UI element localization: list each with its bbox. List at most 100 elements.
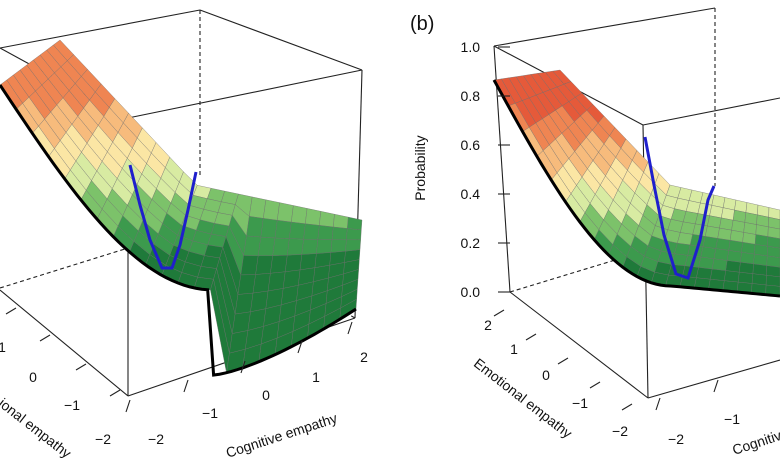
tick-mark [240,360,246,374]
surface-facet [727,250,742,263]
tick-label: 0 [542,367,550,383]
tick-label: −2 [668,431,684,447]
blue-curve [643,136,716,280]
surface-facet [272,237,290,256]
tick-mark [125,399,131,413]
surface-facet [728,240,743,253]
tick-label: 0.2 [461,235,481,251]
tick-label: 0.0 [461,284,481,300]
x-axis-label: Cognitive [730,425,780,458]
surface-facet [715,238,731,251]
surface-facet [677,232,693,246]
surface-facet [740,252,755,265]
surface-facet [260,218,278,239]
surface-facet [753,253,768,266]
surface-facet [237,274,256,295]
z-axis-label: Probability [412,135,428,200]
surface-facet [299,253,317,271]
tick-mark [713,379,719,393]
box-edge [493,7,716,47]
tick-mark [493,309,505,317]
box-edge [0,289,129,397]
tick-label: −2 [148,431,164,447]
surface-facet [738,272,754,284]
surface-facet [725,260,741,273]
tick-label: −2 [612,423,628,439]
tick-label: −1 [724,411,740,427]
box-edge [127,69,363,119]
surface-facet [700,246,717,259]
tick-label: −1 [202,405,218,421]
black-curve [0,84,357,377]
surface-facet [303,223,320,240]
surface-facet [696,267,713,280]
surface-facet [674,243,691,256]
surface-facet [267,271,286,292]
surface-facet [284,254,302,273]
surface-b [492,69,780,298]
black-curve [492,79,780,298]
tick-mark [297,340,303,354]
tick-label: −1 [64,397,80,413]
surface-facet [291,205,308,224]
surface-facet [252,273,271,294]
tick-label: −1 [572,395,588,411]
surface-facet [317,225,334,240]
box-edge [647,359,780,399]
surface-facet [255,255,273,275]
surface-facet [277,202,294,223]
box-edge [642,97,780,126]
surface-facet [243,235,261,256]
surface-facet [333,213,349,229]
surface-facet [316,239,333,254]
tick-mark [109,389,121,397]
surface-facet [704,225,720,239]
surface-facet [766,265,780,278]
tick-mark [655,397,661,411]
tick-label: 1 [0,339,6,355]
panel-label-b: (b) [410,13,434,35]
surface-facet [319,211,335,228]
surface-facet [741,242,756,255]
surface-facet [274,220,292,239]
surface-facet [765,275,780,287]
surface-facet [711,258,728,271]
tick-mark [39,334,51,342]
surface-a [0,39,363,377]
tick-label: −2 [95,431,111,447]
tick-mark [621,403,633,411]
tick-label: 1.0 [461,39,481,55]
tick-label: 0.4 [461,186,481,202]
surface-facet [270,255,288,274]
y-axis-label: Emotional empathy [471,355,575,441]
surface-facet [754,244,768,257]
tick-label: 2 [484,317,492,333]
tick-label: 0 [262,387,270,403]
surface-facet [698,256,715,270]
surface-facet [766,255,780,268]
surface-facet [346,228,362,240]
surface-facet [752,263,767,276]
box-edge [509,291,649,399]
tick-mark [347,321,353,335]
surface-facet [710,268,726,281]
surface-facet [240,255,259,276]
surface-facet [702,236,718,249]
surface-facet [724,270,740,283]
blue-curve [128,164,198,270]
surface-facet [739,262,754,274]
surface-facet [197,266,217,280]
surface-facet [246,216,264,238]
surface-facet [287,238,304,256]
tick-mark [5,307,17,315]
tick-mark [589,381,601,389]
surface-facet [347,216,363,231]
surface-facet [301,239,318,255]
tick-mark [183,379,189,393]
surface-facet [751,273,767,286]
surface-facet [717,227,732,241]
tick-mark [75,363,87,371]
surface-facet [345,239,361,252]
